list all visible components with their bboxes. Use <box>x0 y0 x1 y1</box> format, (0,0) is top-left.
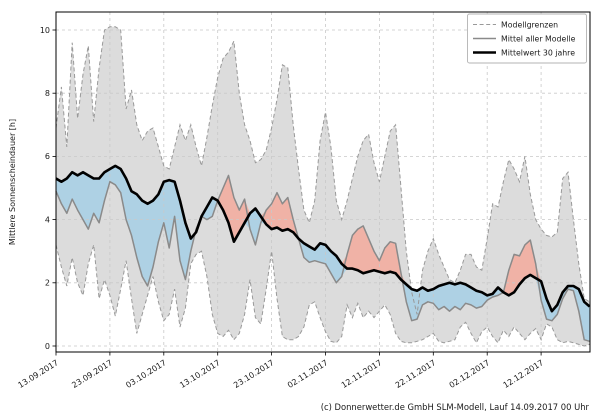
legend: Modellgrenzen Mittel aller Modelle Mitte… <box>467 13 587 64</box>
grid-layer <box>55 12 590 352</box>
legend-label-climate-mean: Mittelwert 30 jahre <box>501 48 575 57</box>
legend-item-model-bounds: Modellgrenzen <box>473 20 558 29</box>
x-tick-label: 13.10.2017 <box>178 358 222 390</box>
model-range-band <box>56 26 590 347</box>
y-tick-label: 10 <box>40 26 50 35</box>
y-tick-label: 2 <box>45 279 50 288</box>
below-normal-fill <box>56 165 590 342</box>
x-tick-label: 02.11.2017 <box>286 358 330 390</box>
y-tick-label: 8 <box>45 89 50 98</box>
model-bounds-upper-line <box>55 26 590 315</box>
y-tick-label: 4 <box>45 215 50 224</box>
plot-border <box>55 11 591 353</box>
x-tick-label: 22.11.2017 <box>394 358 438 390</box>
x-tick-label: 03.10.2017 <box>124 358 168 390</box>
x-tick-label: 02.12.2017 <box>448 358 492 390</box>
copyright-footer: (c) Donnerwetter.de GmbH SLM-Modell, Lau… <box>321 402 590 412</box>
legend-item-climate-mean: Mittelwert 30 jahre <box>473 48 575 57</box>
x-tick-label: 13.09.2017 <box>16 358 60 390</box>
plot-area: 13.09.2017 23.09.2017 03.10.2017 13.10.2017… <box>16 11 591 390</box>
legend-item-model-mean: Mittel aller Modelle <box>473 34 576 43</box>
model-mean-line <box>55 174 590 343</box>
legend-box <box>467 13 587 64</box>
model-bounds-lower-line <box>55 244 590 347</box>
y-tick-label: 6 <box>45 152 50 161</box>
legend-label-model-bounds: Modellgrenzen <box>501 20 558 29</box>
tick-marks <box>52 29 542 356</box>
climate-mean-30y-line <box>55 164 591 313</box>
x-tick-label: 23.10.2017 <box>232 358 276 390</box>
x-tick-label: 12.12.2017 <box>502 358 546 390</box>
x-tick-label: 23.09.2017 <box>70 358 114 390</box>
x-tick-label: 12.11.2017 <box>340 358 384 390</box>
y-axis-label: Mittlere Sonnenscheindauer [h] <box>8 119 17 245</box>
legend-label-model-mean: Mittel aller Modelle <box>501 34 576 43</box>
y-tick-label: 0 <box>45 342 50 351</box>
